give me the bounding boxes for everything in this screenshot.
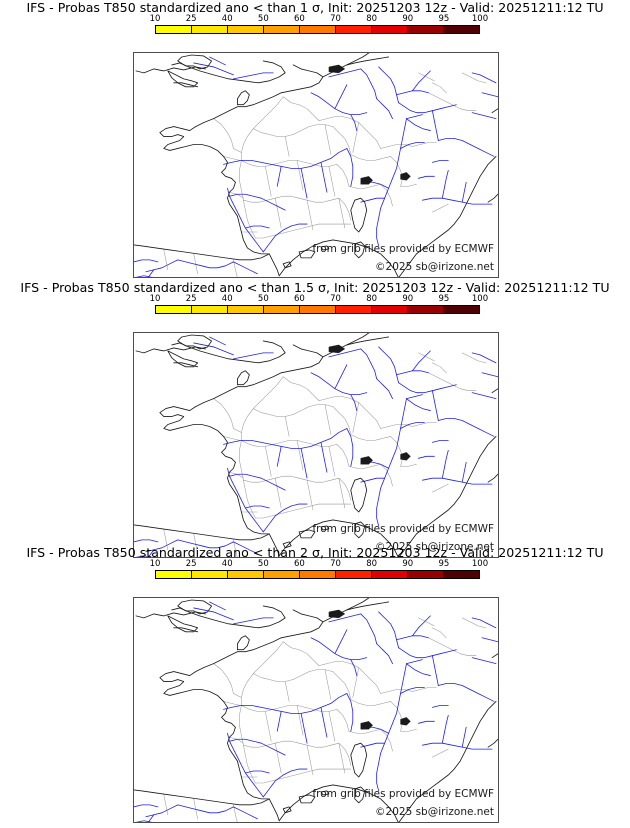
colorbar-tick-40: 40 — [221, 14, 233, 24]
colorbar-segment-9 — [444, 306, 479, 313]
map-layer-lakes — [328, 64, 411, 185]
map-layer-borders — [163, 352, 487, 557]
colorbar-gradient — [155, 25, 480, 34]
colorbar-tick-70: 70 — [330, 294, 341, 304]
colorbar-segment-1 — [156, 26, 192, 33]
colorbar-segment-6 — [336, 26, 372, 33]
colorbar-segment-4 — [264, 306, 300, 313]
map-layer-borders — [163, 72, 487, 277]
colorbar-segment-7 — [372, 26, 408, 33]
map-geography — [134, 333, 498, 557]
colorbar-tick-60: 60 — [294, 294, 305, 304]
colorbar-segment-3 — [228, 306, 264, 313]
colorbar-tick-50: 50 — [257, 559, 269, 569]
colorbar-segment-2 — [192, 26, 228, 33]
colorbar: 10 25 40 50 60 70 80 90 95 100 — [150, 14, 489, 40]
colorbar-ticks: 10 25 40 50 60 70 80 90 95 100 — [150, 559, 489, 570]
colorbar-tick-40: 40 — [221, 559, 233, 569]
map-layer-lakes — [328, 609, 411, 730]
colorbar-tick-80: 80 — [366, 14, 378, 24]
map-layer-coastline — [134, 53, 498, 277]
colorbar-segment-8 — [408, 306, 444, 313]
colorbar-tick-70: 70 — [330, 14, 341, 24]
colorbar-tick-95: 95 — [438, 294, 450, 304]
colorbar: 10 25 40 50 60 70 80 90 95 100 — [150, 559, 489, 585]
colorbar-segment-5 — [300, 571, 336, 578]
colorbar-tick-100: 100 — [471, 294, 489, 304]
colorbar-tick-25: 25 — [185, 559, 197, 569]
colorbar-ticks: 10 25 40 50 60 70 80 90 95 100 — [150, 14, 489, 25]
colorbar-tick-60: 60 — [294, 14, 305, 24]
colorbar-tick-25: 25 — [185, 294, 197, 304]
colorbar-segment-1 — [156, 306, 192, 313]
map-geography — [134, 598, 498, 822]
colorbar-tick-10: 10 — [149, 14, 161, 24]
colorbar-segment-3 — [228, 26, 264, 33]
colorbar-tick-90: 90 — [402, 14, 414, 24]
colorbar-segment-8 — [408, 571, 444, 578]
colorbar-tick-100: 100 — [471, 559, 489, 569]
colorbar-segment-2 — [192, 571, 228, 578]
map-canvas[interactable]: from grib files provided by ECMWF ©2025 … — [133, 52, 499, 278]
colorbar-tick-60: 60 — [294, 559, 305, 569]
map-layer-rivers — [134, 601, 498, 822]
colorbar-tick-100: 100 — [471, 14, 489, 24]
panel-title: IFS - Probas T850 standardized ano < tha… — [26, 545, 604, 560]
colorbar-segment-4 — [264, 26, 300, 33]
colorbar-segment-5 — [300, 306, 336, 313]
map-layer-lakes — [328, 344, 411, 465]
colorbar-segment-9 — [444, 26, 479, 33]
map-copyright-credit: ©2025 sb@irizone.net — [375, 541, 494, 553]
map-copyright-credit: ©2025 sb@irizone.net — [375, 806, 494, 818]
map-layer-rivers — [134, 336, 498, 557]
colorbar-segment-5 — [300, 26, 336, 33]
colorbar-segment-7 — [372, 571, 408, 578]
colorbar-segment-8 — [408, 26, 444, 33]
map-canvas[interactable]: from grib files provided by ECMWF ©2025 … — [133, 332, 499, 558]
map-layer-rivers — [134, 56, 498, 277]
colorbar-tick-10: 10 — [149, 294, 161, 304]
colorbar-gradient — [155, 570, 480, 579]
colorbar-tick-10: 10 — [149, 559, 161, 569]
colorbar: 10 25 40 50 60 70 80 90 95 100 — [150, 294, 489, 320]
colorbar-tick-70: 70 — [330, 559, 341, 569]
colorbar-ticks: 10 25 40 50 60 70 80 90 95 100 — [150, 294, 489, 305]
map-source-credit: from grib files provided by ECMWF — [312, 523, 494, 535]
map-source-credit: from grib files provided by ECMWF — [312, 243, 494, 255]
map-layer-borders — [163, 617, 487, 822]
colorbar-tick-40: 40 — [221, 294, 233, 304]
colorbar-tick-95: 95 — [438, 14, 450, 24]
map-copyright-credit: ©2025 sb@irizone.net — [375, 261, 494, 273]
panel-title: IFS - Probas T850 standardized ano < tha… — [20, 280, 610, 295]
map-source-credit: from grib files provided by ECMWF — [312, 788, 494, 800]
colorbar-segment-3 — [228, 571, 264, 578]
colorbar-tick-50: 50 — [257, 14, 269, 24]
colorbar-tick-25: 25 — [185, 14, 197, 24]
colorbar-tick-50: 50 — [257, 294, 269, 304]
map-geography — [134, 53, 498, 277]
colorbar-segment-6 — [336, 571, 372, 578]
colorbar-segment-1 — [156, 571, 192, 578]
colorbar-tick-80: 80 — [366, 294, 378, 304]
colorbar-tick-90: 90 — [402, 559, 414, 569]
map-canvas[interactable]: from grib files provided by ECMWF ©2025 … — [133, 597, 499, 823]
panel-title: IFS - Probas T850 standardized ano < tha… — [26, 0, 604, 15]
colorbar-segment-6 — [336, 306, 372, 313]
colorbar-segment-7 — [372, 306, 408, 313]
map-layer-coastline — [134, 333, 498, 557]
colorbar-tick-95: 95 — [438, 559, 450, 569]
colorbar-segment-4 — [264, 571, 300, 578]
map-layer-coastline — [134, 598, 498, 822]
colorbar-tick-90: 90 — [402, 294, 414, 304]
colorbar-gradient — [155, 305, 480, 314]
colorbar-tick-80: 80 — [366, 559, 378, 569]
colorbar-segment-2 — [192, 306, 228, 313]
colorbar-segment-9 — [444, 571, 479, 578]
